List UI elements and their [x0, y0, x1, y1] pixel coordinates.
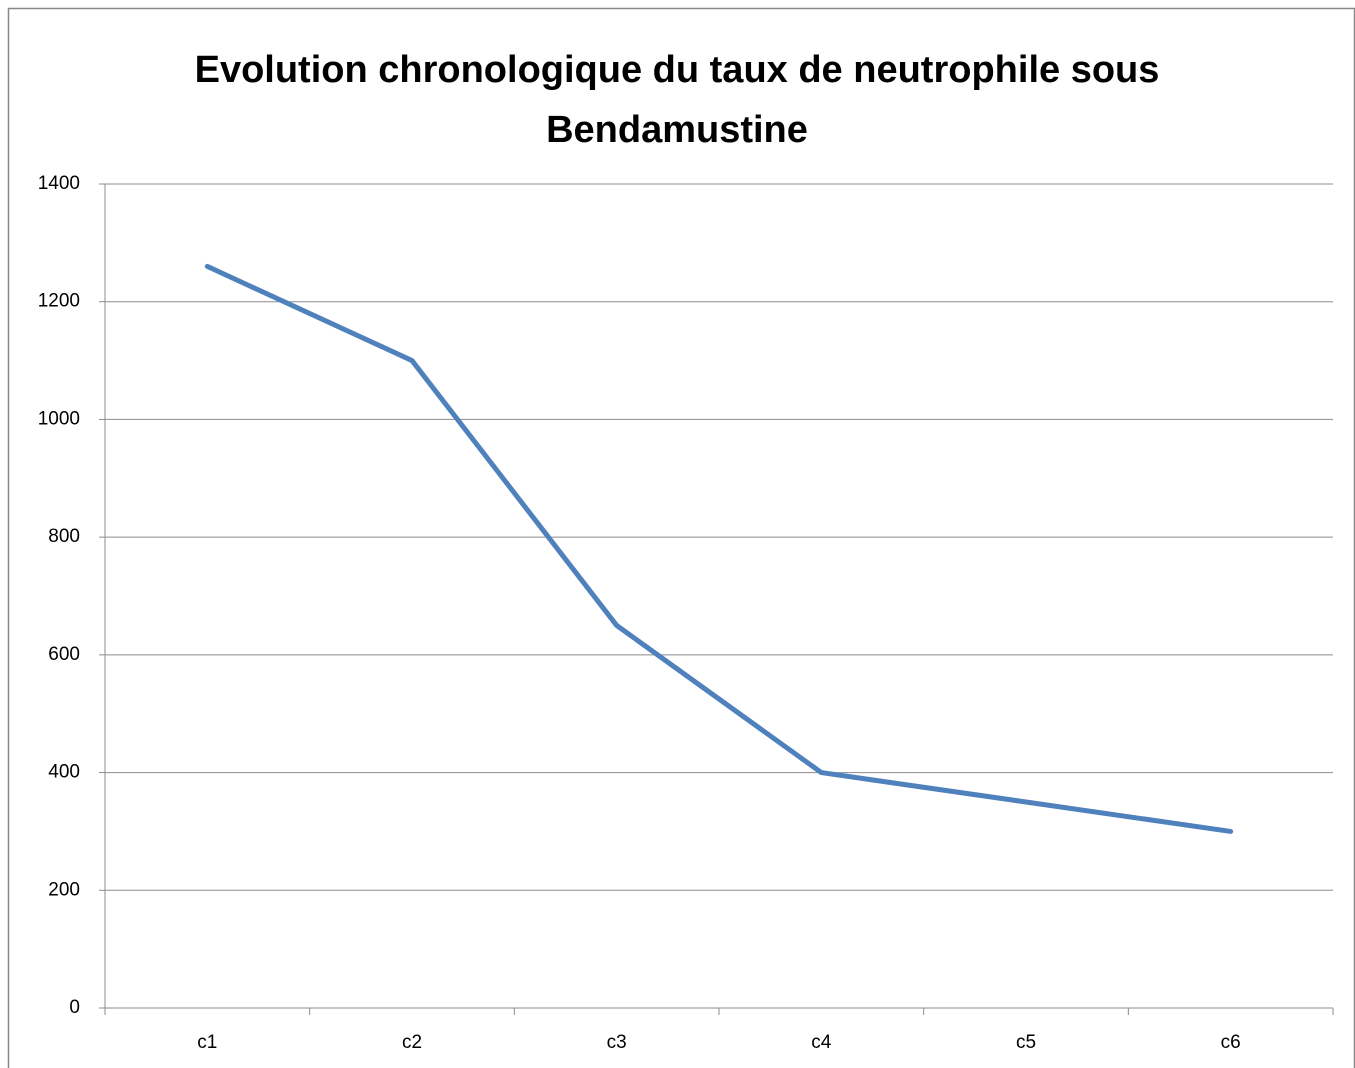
x-tick-label: c1 — [197, 1032, 217, 1053]
y-tick-label: 1200 — [38, 291, 80, 312]
x-tick-label: c2 — [402, 1032, 422, 1053]
chart-border — [7, 7, 1355, 1068]
y-tick-label: 1400 — [38, 173, 80, 194]
y-tick-label: 400 — [48, 762, 80, 783]
x-tick-label: c3 — [607, 1032, 627, 1053]
chart-title: Evolution chronologique du taux de neutr… — [194, 49, 1160, 151]
y-tick-label: 800 — [48, 526, 80, 547]
y-tick-label: 0 — [69, 997, 80, 1018]
x-tick-label: c6 — [1221, 1032, 1241, 1053]
y-tick-label: 1000 — [38, 408, 80, 429]
y-tick-label: 200 — [48, 879, 80, 900]
x-tick-label: c5 — [1016, 1032, 1036, 1053]
x-tick-label: c4 — [811, 1032, 832, 1053]
y-tick-label: 600 — [48, 644, 80, 665]
data-line — [204, 263, 1234, 834]
